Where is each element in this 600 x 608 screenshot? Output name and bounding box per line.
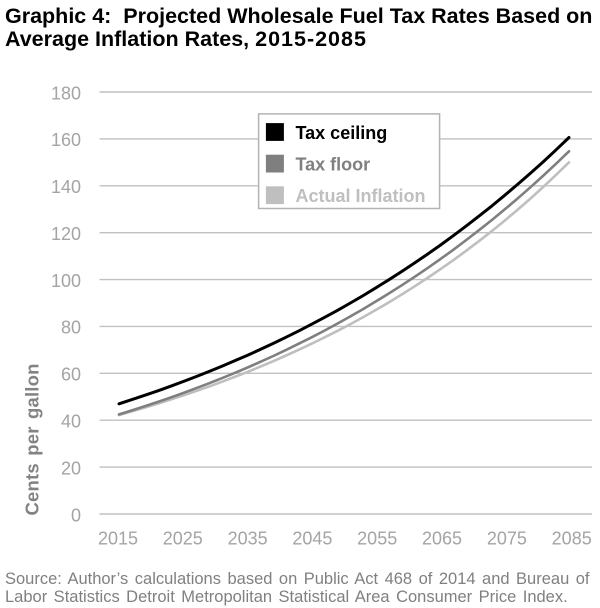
svg-text:20: 20 <box>61 458 81 478</box>
svg-text:2055: 2055 <box>357 529 397 549</box>
svg-text:2035: 2035 <box>228 529 268 549</box>
svg-text:2085: 2085 <box>552 529 592 549</box>
svg-text:120: 120 <box>51 224 81 244</box>
svg-text:180: 180 <box>51 83 81 103</box>
svg-text:60: 60 <box>61 365 81 385</box>
svg-text:Actual Inflation: Actual Inflation <box>296 186 426 206</box>
svg-text:0: 0 <box>71 505 81 525</box>
svg-text:Cents per gallon: Cents per gallon <box>22 363 43 515</box>
svg-text:160: 160 <box>51 130 81 150</box>
svg-text:2045: 2045 <box>292 529 332 549</box>
svg-text:2075: 2075 <box>487 529 527 549</box>
svg-text:40: 40 <box>61 412 81 432</box>
svg-text:2015: 2015 <box>98 529 138 549</box>
svg-text:80: 80 <box>61 318 81 338</box>
svg-text:140: 140 <box>51 177 81 197</box>
svg-text:Tax floor: Tax floor <box>296 154 371 174</box>
svg-text:100: 100 <box>51 271 81 291</box>
svg-text:2065: 2065 <box>422 529 462 549</box>
svg-text:2025: 2025 <box>163 529 203 549</box>
svg-text:Tax ceiling: Tax ceiling <box>296 123 388 143</box>
